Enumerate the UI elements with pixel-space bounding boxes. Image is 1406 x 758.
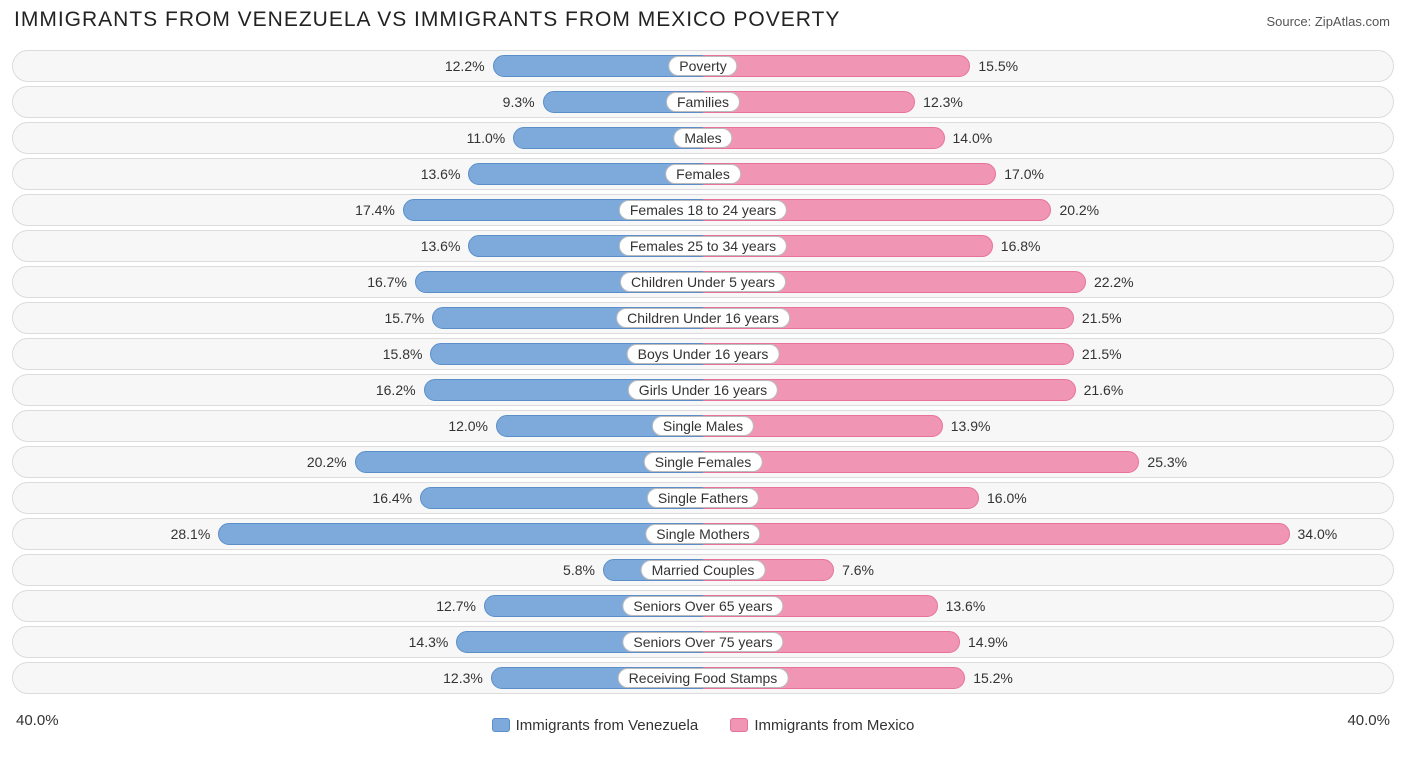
bar-venezuela — [218, 523, 703, 545]
value-label-left: 14.3% — [409, 634, 449, 650]
legend-item-mexico: Immigrants from Mexico — [730, 717, 914, 734]
chart-row: 12.7% 13.6% Seniors Over 65 years — [12, 590, 1394, 622]
category-label: Girls Under 16 years — [628, 380, 778, 400]
value-label-right: 14.9% — [968, 634, 1008, 650]
category-label: Seniors Over 75 years — [622, 632, 783, 652]
value-label-right: 21.5% — [1082, 346, 1122, 362]
value-label-right: 21.5% — [1082, 310, 1122, 326]
chart-title: IMMIGRANTS FROM VENEZUELA VS IMMIGRANTS … — [14, 8, 840, 32]
category-label: Single Mothers — [645, 524, 760, 544]
category-label: Children Under 5 years — [620, 272, 786, 292]
chart-area: 12.2%15.5%Poverty9.3%12.3%Families11.0%1… — [12, 50, 1394, 710]
chart-row: 9.3% 12.3% Families — [12, 86, 1394, 118]
chart-row: 14.3% 14.9% Seniors Over 75 years — [12, 626, 1394, 658]
chart-row: 12.0% 13.9% Single Males — [12, 410, 1394, 442]
category-label: Females 25 to 34 years — [619, 236, 787, 256]
value-label-left: 12.3% — [443, 670, 483, 686]
value-label-right: 16.0% — [987, 490, 1027, 506]
category-label: Married Couples — [641, 560, 766, 580]
chart-row: 16.4% 16.0% Single Fathers — [12, 482, 1394, 514]
legend-swatch-icon — [492, 718, 510, 732]
value-label-left: 9.3% — [503, 94, 535, 110]
bar-mexico — [703, 163, 996, 185]
value-label-right: 15.2% — [973, 670, 1013, 686]
category-label: Single Females — [644, 452, 763, 472]
value-label-right: 14.0% — [953, 130, 993, 146]
value-label-right: 22.2% — [1094, 274, 1134, 290]
value-label-left: 20.2% — [307, 454, 347, 470]
value-label-right: 13.9% — [951, 418, 991, 434]
value-label-left: 11.0% — [467, 130, 506, 146]
value-label-right: 12.3% — [923, 94, 963, 110]
bar-mexico — [703, 55, 970, 77]
category-label: Families — [666, 92, 740, 112]
chart-row: 20.2% 25.3% Single Females — [12, 446, 1394, 478]
chart-row: 16.2% 21.6% Girls Under 16 years — [12, 374, 1394, 406]
chart-row: 5.8% 7.6% Married Couples — [12, 554, 1394, 586]
legend-label: Immigrants from Mexico — [754, 717, 914, 734]
value-label-left: 12.2% — [445, 58, 485, 74]
chart-row: 28.1% 34.0% Single Mothers — [12, 518, 1394, 550]
value-label-left: 15.7% — [384, 310, 424, 326]
value-label-left: 13.6% — [421, 166, 461, 182]
category-label: Receiving Food Stamps — [618, 668, 789, 688]
category-label: Females 18 to 24 years — [619, 200, 787, 220]
value-label-left: 12.0% — [448, 418, 488, 434]
legend: Immigrants from Venezuela Immigrants fro… — [0, 717, 1406, 734]
chart-source: Source: ZipAtlas.com — [1266, 14, 1390, 29]
category-label: Single Fathers — [647, 488, 759, 508]
value-label-right: 17.0% — [1004, 166, 1044, 182]
legend-item-venezuela: Immigrants from Venezuela — [492, 717, 699, 734]
value-label-right: 7.6% — [842, 562, 874, 578]
legend-label: Immigrants from Venezuela — [516, 717, 699, 734]
category-label: Poverty — [668, 56, 737, 76]
chart-row: 17.4% 20.2% Females 18 to 24 years — [12, 194, 1394, 226]
value-label-left: 28.1% — [171, 526, 211, 542]
category-label: Boys Under 16 years — [627, 344, 780, 364]
value-label-right: 21.6% — [1084, 382, 1124, 398]
chart-row: 13.6% 16.8% Females 25 to 34 years — [12, 230, 1394, 262]
bar-mexico — [703, 127, 945, 149]
bar-mexico — [703, 523, 1290, 545]
value-label-left: 13.6% — [421, 238, 461, 254]
chart-row: 11.0% 14.0% Males — [12, 122, 1394, 154]
value-label-right: 13.6% — [946, 598, 986, 614]
value-label-left: 16.2% — [376, 382, 416, 398]
value-label-right: 20.2% — [1059, 202, 1099, 218]
value-label-left: 5.8% — [563, 562, 595, 578]
value-label-right: 16.8% — [1001, 238, 1041, 254]
category-label: Children Under 16 years — [616, 308, 790, 328]
value-label-left: 12.7% — [436, 598, 476, 614]
category-label: Females — [665, 164, 741, 184]
chart-row: 15.8% 21.5% Boys Under 16 years — [12, 338, 1394, 370]
value-label-right: 25.3% — [1147, 454, 1187, 470]
value-label-left: 15.8% — [383, 346, 423, 362]
chart-row: 13.6% 17.0% Females — [12, 158, 1394, 190]
value-label-left: 17.4% — [355, 202, 395, 218]
legend-swatch-icon — [730, 718, 748, 732]
chart-row: 12.2% 15.5% Poverty — [12, 50, 1394, 82]
chart-row: 16.7% 22.2% Children Under 5 years — [12, 266, 1394, 298]
value-label-right: 15.5% — [978, 58, 1018, 74]
category-label: Males — [673, 128, 732, 148]
chart-row: 15.7% 21.5% Children Under 16 years — [12, 302, 1394, 334]
value-label-left: 16.7% — [367, 274, 407, 290]
value-label-left: 16.4% — [372, 490, 412, 506]
category-label: Seniors Over 65 years — [622, 596, 783, 616]
category-label: Single Males — [652, 416, 754, 436]
value-label-right: 34.0% — [1298, 526, 1338, 542]
bar-mexico — [703, 451, 1139, 473]
chart-row: 12.3% 15.2% Receiving Food Stamps — [12, 662, 1394, 694]
